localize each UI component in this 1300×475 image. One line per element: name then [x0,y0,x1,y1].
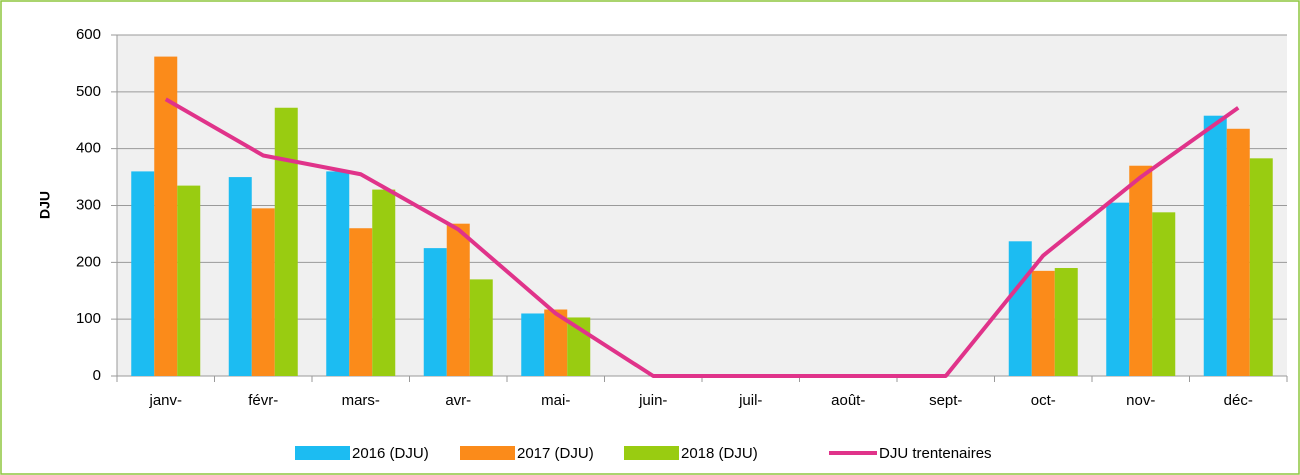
y-tick-label: 600 [76,26,101,43]
bar [131,171,155,376]
bar [154,56,178,376]
x-tick-label: janv- [148,392,182,409]
bar [1031,270,1055,376]
legend-label: DJU trentenaires [879,445,992,462]
y-tick-label: 500 [76,83,101,100]
bar [1106,202,1130,376]
y-tick-label: 300 [76,196,101,213]
bar [423,248,447,376]
bar [251,208,275,376]
bar [1226,128,1250,376]
bar [1152,212,1176,376]
bar [372,189,396,376]
x-tick-label: mai- [541,392,570,409]
y-tick-label: 100 [76,310,101,327]
y-tick-label: 200 [76,253,101,270]
x-tick-label: févr- [248,392,278,409]
x-tick-label: août- [831,392,865,409]
bar [1129,165,1153,376]
bar [544,309,568,376]
line-series [164,97,1240,378]
legend-swatch [295,446,350,460]
bar [349,228,373,376]
bar [1203,115,1227,376]
bar [326,171,350,376]
bar [1249,158,1273,376]
x-tick-label: oct- [1031,392,1056,409]
bar [228,177,252,376]
legend-label: 2016 (DJU) [352,445,429,462]
x-tick-label: sept- [929,392,962,409]
x-tick-label: mars- [342,392,380,409]
legend-label: 2017 (DJU) [517,445,594,462]
bar [469,279,493,376]
y-tick-label: 0 [93,367,101,384]
x-tick-label: avr- [445,392,471,409]
bar [521,313,545,376]
legend-swatch [460,446,515,460]
legend-swatch [624,446,679,460]
bar [177,185,201,376]
x-tick-label: nov- [1126,392,1155,409]
y-tick-label: 400 [76,140,101,157]
bar [446,223,470,376]
y-axis-label: DJU [37,191,53,219]
bar [1008,241,1032,376]
legend-label: 2018 (DJU) [681,445,758,462]
x-tick-label: juil- [738,392,762,409]
x-tick-label: déc- [1224,392,1253,409]
bar [1054,268,1078,376]
x-tick-label: juin- [638,392,667,409]
bar [274,107,298,376]
